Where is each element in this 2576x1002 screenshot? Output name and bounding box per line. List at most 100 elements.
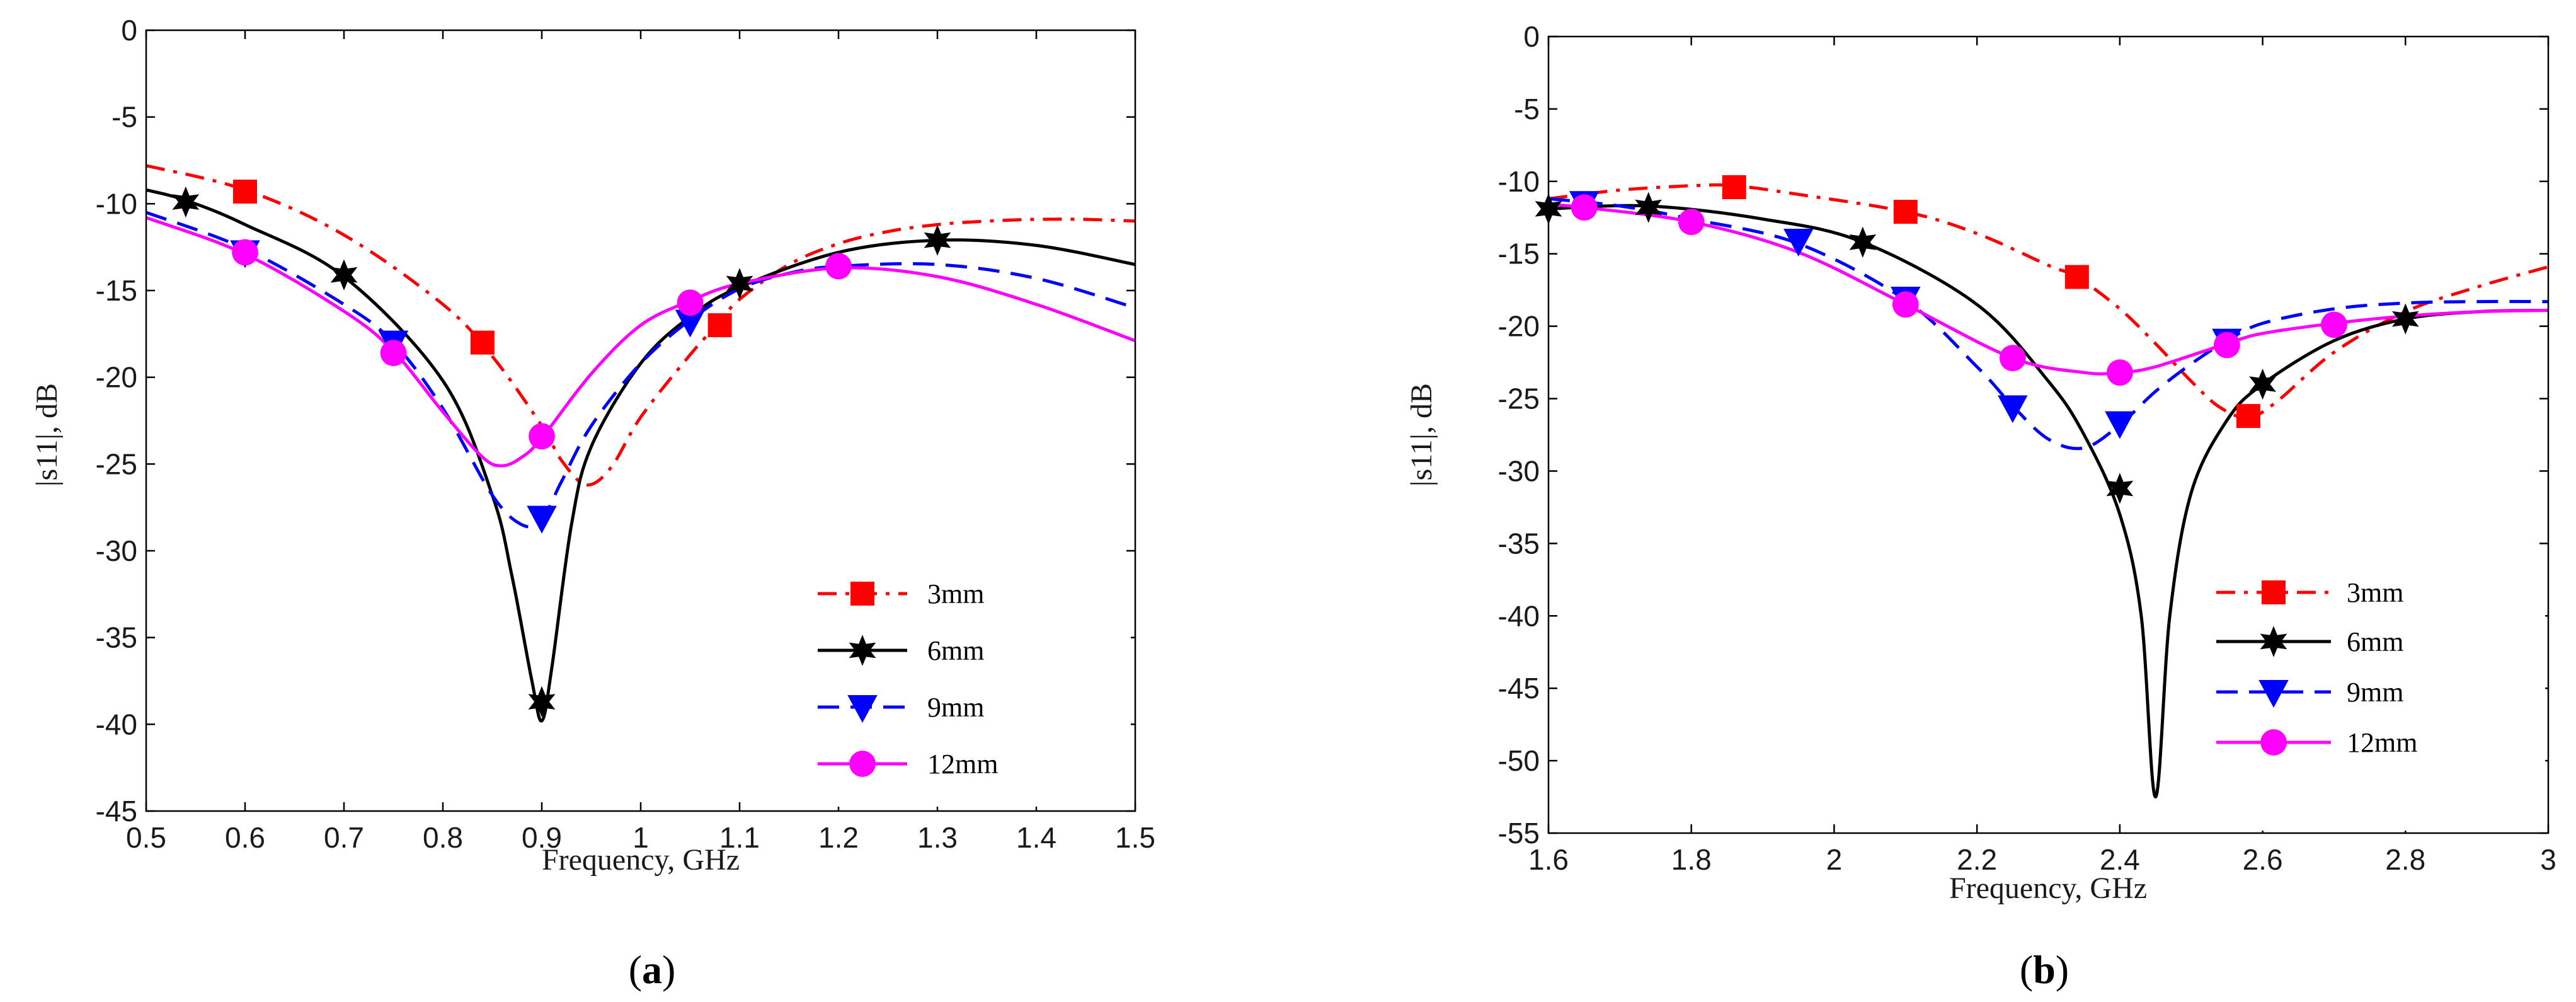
y-tick-label: -25 <box>96 447 137 480</box>
legend-label-9mm: 9mm <box>2347 677 2403 708</box>
plot-frame <box>1547 35 2550 834</box>
panel-label: (b) <box>2020 947 2069 992</box>
x-tick-label: 1.4 <box>1016 821 1056 854</box>
y-tick-label: 0 <box>1523 20 1540 53</box>
data-point-9mm <box>1783 229 1814 256</box>
y-tick-label: -15 <box>1498 238 1540 270</box>
data-point-6mm <box>330 259 358 291</box>
x-tick-label: 0.6 <box>225 821 265 854</box>
legend-marker-12mm <box>849 751 876 777</box>
legend-box <box>2211 561 2545 831</box>
y-tick-label: -40 <box>1498 599 1540 632</box>
legend-marker-9mm <box>847 695 878 723</box>
x-tick-label: 2.2 <box>1957 843 1997 876</box>
x-tick-label: 1.1 <box>719 821 760 854</box>
y-tick-label: -35 <box>96 621 137 654</box>
series-line-9mm <box>1548 197 2548 451</box>
legend-label-12mm: 12mm <box>927 749 998 780</box>
y-axis-label: |s11|, dB <box>1405 383 1438 487</box>
x-tick-label: 1.8 <box>1671 843 1712 876</box>
y-axis-label: |s11|, dB <box>30 383 64 487</box>
y-tick-label: -45 <box>1498 672 1540 705</box>
data-point-12mm <box>1999 345 2026 372</box>
y-tick-label: -35 <box>1498 527 1540 560</box>
y-tick-label: -45 <box>96 795 137 827</box>
x-tick-label: 3 <box>2540 843 2556 876</box>
y-tick-label: -25 <box>1498 383 1540 415</box>
data-point-12mm <box>2321 311 2347 338</box>
x-axis-label: Frequency, GHz <box>542 843 740 877</box>
data-point-12mm <box>232 239 258 266</box>
x-tick-label: 1.2 <box>818 821 859 854</box>
data-point-9mm <box>527 505 557 534</box>
y-tick-label: -30 <box>1498 454 1540 487</box>
y-tick-label: -10 <box>1498 165 1540 198</box>
data-point-3mm <box>233 180 257 204</box>
y-tick-label: 0 <box>121 14 137 47</box>
x-tick-label: 1.5 <box>1115 821 1155 854</box>
x-tick-label: 0.8 <box>423 821 463 854</box>
data-point-6mm <box>1849 226 1877 258</box>
legend-marker-9mm <box>2258 680 2289 708</box>
legend-marker-12mm <box>2260 729 2287 756</box>
panel-label: (a) <box>629 947 676 992</box>
y-tick-label: -20 <box>96 361 137 394</box>
data-point-6mm <box>2391 303 2419 335</box>
x-tick-label: 1.6 <box>1528 843 1569 876</box>
legend-label-6mm: 6mm <box>2347 626 2403 657</box>
data-point-6mm <box>2249 368 2276 400</box>
chart-panel-b: 1.6 1.8 2 2.2 2.4 2.6 2.8 3 0 -5 -10 -15 -20 -25 -30 -3… <box>1405 20 2556 992</box>
legend-marker-3mm <box>2262 580 2286 604</box>
data-point-3mm <box>2236 404 2260 429</box>
x-tick-label: 2.8 <box>2385 843 2425 876</box>
data-point-12mm <box>825 253 852 280</box>
data-point-6mm <box>528 686 556 718</box>
series-line-9mm <box>146 210 1135 529</box>
y-tick-label: -15 <box>96 274 137 307</box>
x-tick-label: 2.6 <box>2243 843 2283 876</box>
data-point-12mm <box>2106 359 2133 386</box>
y-tick-label: -30 <box>96 534 137 567</box>
data-point-9mm <box>675 309 706 338</box>
legend-marker-3mm <box>850 582 874 606</box>
legend: 3mm 6mm 9mm 12mm <box>813 566 1131 807</box>
series-line-12mm <box>146 216 1135 468</box>
x-tick-label: 1.3 <box>917 821 958 854</box>
x-tick-label: 2.4 <box>2100 843 2140 876</box>
legend-marker-6mm <box>2260 626 2287 657</box>
series-line-3mm <box>146 164 1135 487</box>
x-tick-label: 1 <box>633 821 649 854</box>
x-axis-label: Frequency, GHz <box>1949 872 2147 905</box>
y-tick-label: -5 <box>1514 93 1540 125</box>
series-line-6mm <box>146 188 1135 723</box>
legend: 3mm 6mm 9mm 12mm <box>2211 561 2545 831</box>
x-tick-label: 0.7 <box>324 821 364 854</box>
series-line-6mm <box>1548 204 2548 798</box>
data-point-6mm <box>2106 473 2134 504</box>
y-tick-label: -40 <box>96 708 137 740</box>
y-tick-label: -5 <box>112 101 137 134</box>
series-line-3mm <box>1548 183 2548 420</box>
data-point-3mm <box>1893 200 1918 224</box>
y-tick-label: -55 <box>1498 817 1540 849</box>
legend-label-12mm: 12mm <box>2347 727 2417 758</box>
legend-marker-6mm <box>849 635 876 666</box>
data-point-6mm <box>924 224 951 256</box>
data-point-12mm <box>1678 209 1705 236</box>
data-point-12mm <box>529 423 555 450</box>
legend-label-3mm: 3mm <box>2347 577 2403 608</box>
data-point-9mm <box>2105 411 2135 439</box>
data-point-6mm <box>1635 192 1663 223</box>
data-point-6mm <box>172 186 200 218</box>
data-point-9mm <box>1998 395 2028 423</box>
data-point-3mm <box>1722 175 1746 200</box>
data-point-3mm <box>2064 265 2089 289</box>
x-tick-label: 0.9 <box>522 821 562 854</box>
data-point-12mm <box>2213 331 2240 359</box>
data-point-6mm <box>726 268 753 299</box>
legend-label-3mm: 3mm <box>927 579 984 609</box>
legend-label-6mm: 6mm <box>927 635 984 666</box>
data-point-12mm <box>1571 194 1598 221</box>
series-line-12mm <box>1548 203 2548 376</box>
y-tick-label: -10 <box>96 187 137 220</box>
